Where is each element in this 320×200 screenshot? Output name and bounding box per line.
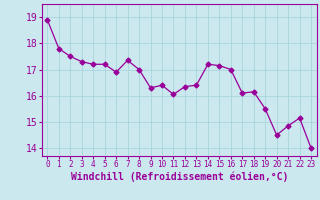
X-axis label: Windchill (Refroidissement éolien,°C): Windchill (Refroidissement éolien,°C) (70, 172, 288, 182)
